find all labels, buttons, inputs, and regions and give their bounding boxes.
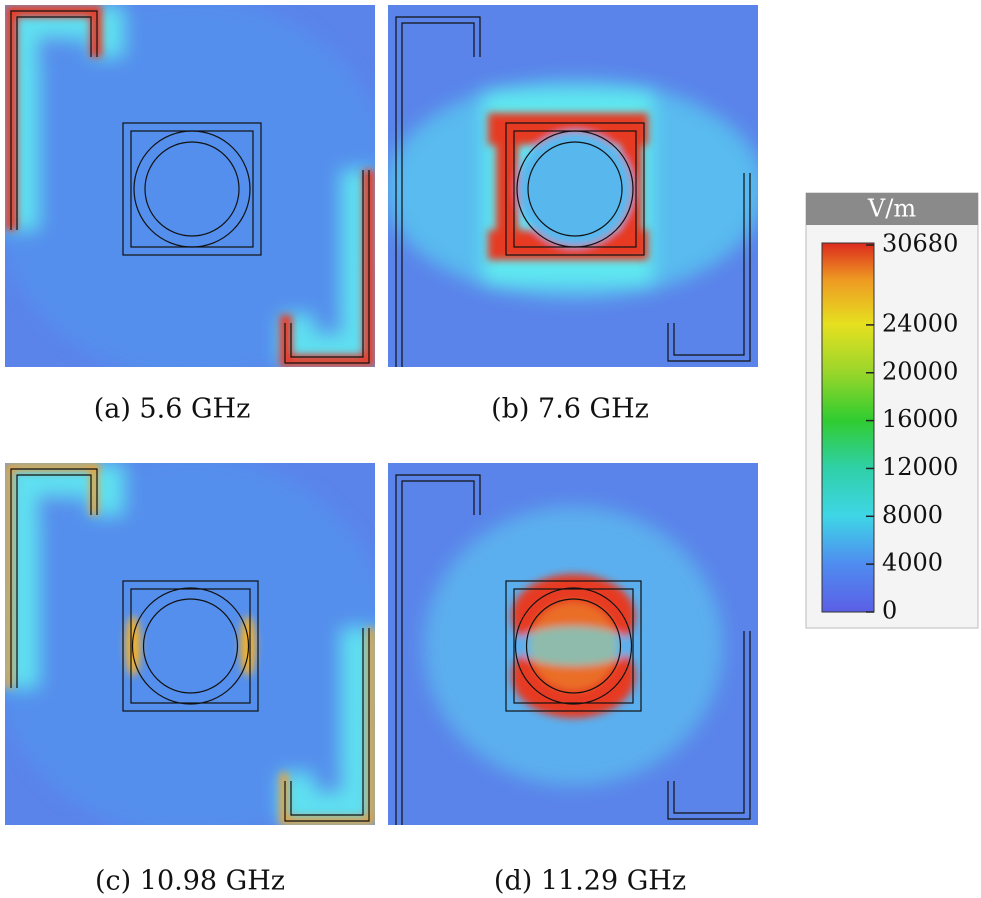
caption: (a) 5.6 GHz <box>94 394 251 425</box>
field-region <box>5 5 375 367</box>
field-map <box>5 5 375 367</box>
field-region <box>5 463 375 825</box>
field-region <box>280 355 375 367</box>
field-region <box>517 131 633 247</box>
field-panel <box>388 5 758 367</box>
colorbar-title: V/m <box>867 195 916 223</box>
field-panel <box>5 463 375 825</box>
resonator-outline <box>122 580 259 712</box>
resonator-outline <box>122 122 262 256</box>
ring-outline <box>144 141 240 237</box>
resonator-outline <box>513 588 634 704</box>
field-hot <box>488 113 648 260</box>
tick-label: 8000 <box>882 501 943 529</box>
ring-outline <box>527 141 623 237</box>
ring-outline <box>142 598 239 694</box>
field-region <box>5 463 100 471</box>
conductor-outline <box>395 16 751 367</box>
field-region <box>90 463 98 515</box>
field-map <box>5 463 375 825</box>
tick-label: 12000 <box>882 453 958 481</box>
field-region <box>367 628 375 825</box>
tick-label: 16000 <box>882 405 958 433</box>
field-hot <box>511 574 636 718</box>
ring-outline <box>525 598 622 694</box>
tick-label: 24000 <box>882 309 958 337</box>
tick-label: 4000 <box>882 549 943 577</box>
field-panels <box>5 5 758 825</box>
field-region <box>280 773 288 825</box>
resonator-outline <box>505 122 645 256</box>
field-halo <box>5 463 375 825</box>
colorbar: V/m 30680 24000 20000 16000 12000 8000 4000 0 <box>805 192 979 629</box>
field-panel <box>388 463 758 825</box>
ring-outline <box>516 130 634 248</box>
resonator-outline <box>130 588 251 704</box>
tick-label: 20000 <box>882 357 958 385</box>
field-panel <box>5 5 375 367</box>
ring-outline <box>514 587 633 705</box>
field-region <box>5 463 13 688</box>
ring-outline <box>131 587 250 705</box>
field-map <box>388 463 758 825</box>
caption: (c) 10.98 GHz <box>95 866 285 897</box>
ring-outline <box>133 130 251 248</box>
conductor-outline <box>395 474 751 825</box>
conductor-outline <box>10 10 370 364</box>
conductor-outline <box>10 468 370 822</box>
field-halo <box>5 5 375 367</box>
field-region <box>496 130 518 250</box>
tick-label: 0 <box>882 597 897 625</box>
colorbar-gradient <box>821 242 875 613</box>
field-map <box>388 5 758 367</box>
colorbar-header <box>806 193 978 225</box>
caption: (d) 11.29 GHz <box>494 866 686 897</box>
field-region <box>90 5 102 57</box>
resonator-outline <box>505 580 642 712</box>
tick-label: 30680 <box>882 230 958 258</box>
caption: (b) 7.6 GHz <box>491 394 649 425</box>
field-region <box>529 602 618 690</box>
field-region <box>280 315 292 367</box>
